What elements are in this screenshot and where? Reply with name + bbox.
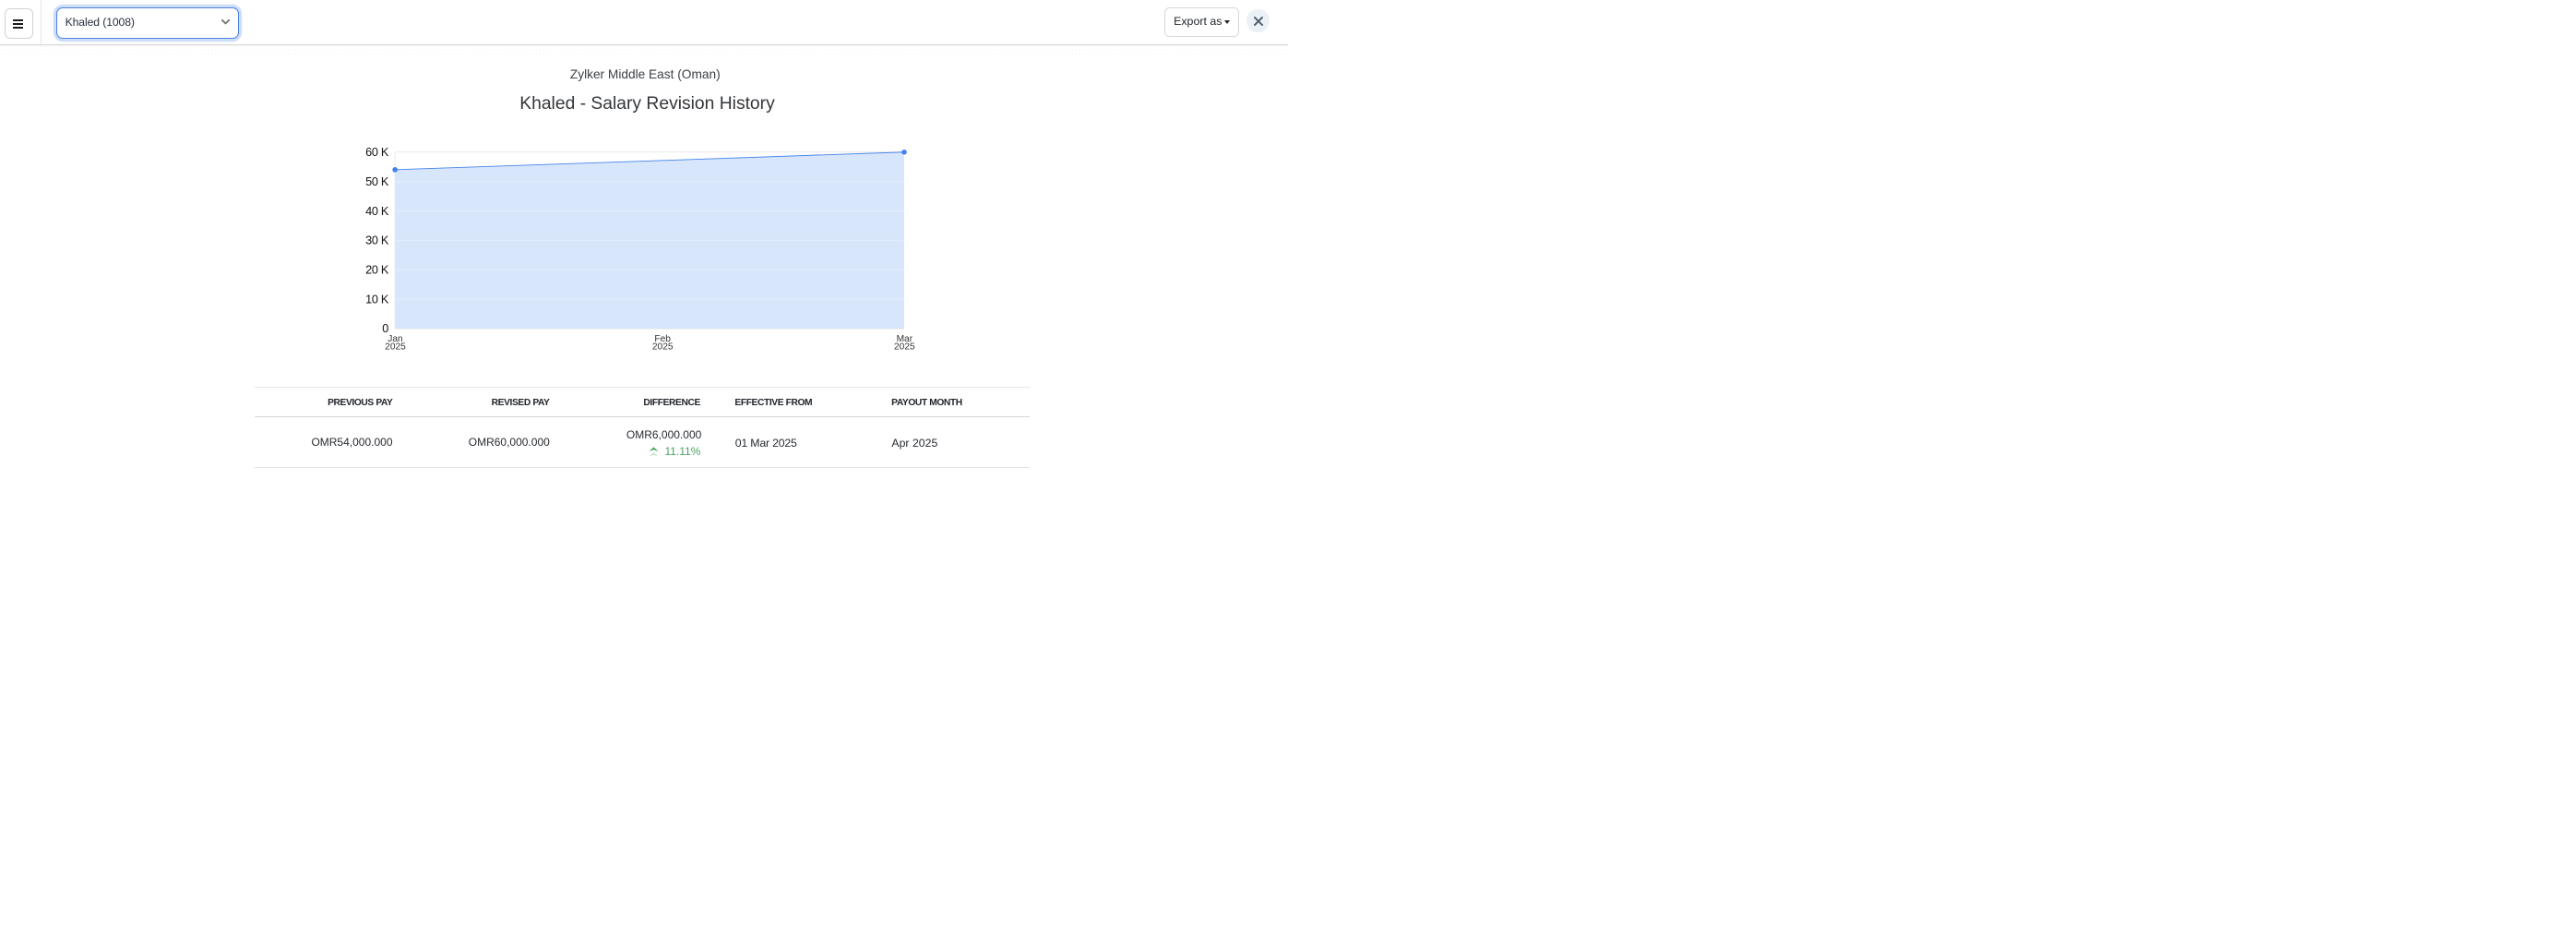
svg-text:40 K: 40 K <box>365 205 389 218</box>
svg-text:30 K: 30 K <box>365 234 389 247</box>
svg-text:10 K: 10 K <box>365 293 389 306</box>
svg-text:20 K: 20 K <box>365 263 389 276</box>
svg-text:2025: 2025 <box>652 342 674 353</box>
svg-text:50 K: 50 K <box>365 175 389 188</box>
svg-text:Jan: Jan <box>388 334 402 344</box>
svg-text:0: 0 <box>382 322 388 335</box>
svg-text:60 K: 60 K <box>365 146 389 159</box>
svg-text:Mar: Mar <box>897 334 913 344</box>
svg-text:2025: 2025 <box>385 342 406 353</box>
svg-text:Feb: Feb <box>654 334 671 344</box>
svg-text:2025: 2025 <box>894 342 915 353</box>
